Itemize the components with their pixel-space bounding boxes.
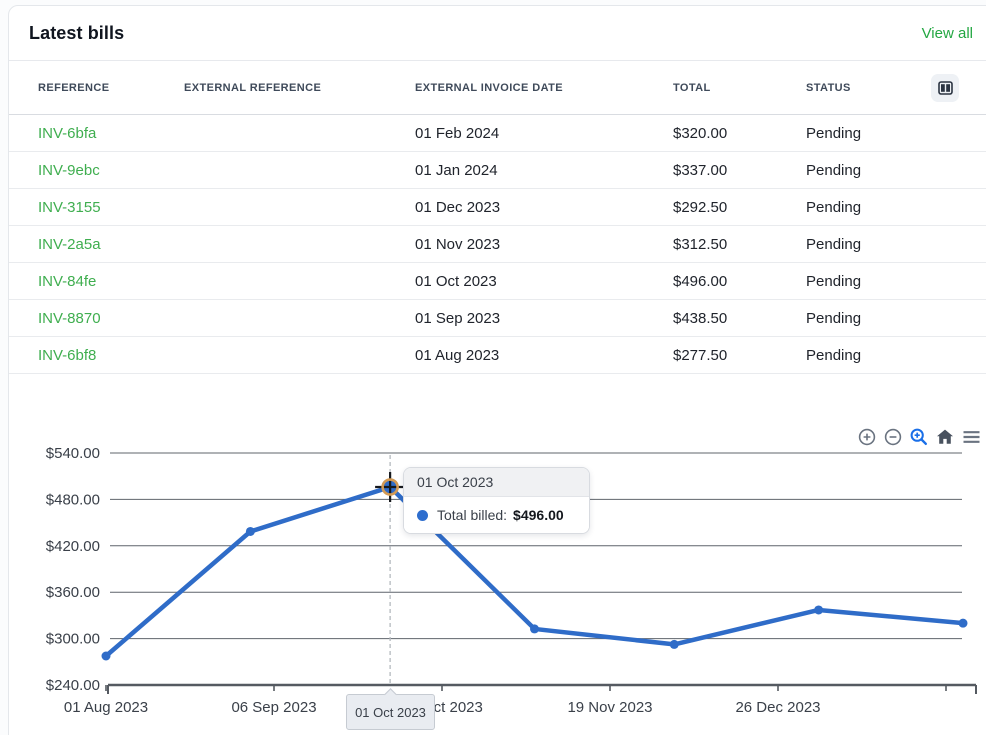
table-row[interactable]: INV-6bfa 01 Feb 2024 $320.00 Pending (9, 115, 986, 152)
zoom-out-icon (883, 428, 903, 450)
total-cell: $292.50 (673, 198, 728, 216)
status-cell: Pending (806, 124, 862, 142)
y-axis-tick-label: $300.00 (46, 631, 100, 648)
columns-icon (937, 80, 953, 95)
page-title: Latest bills (29, 22, 125, 43)
total-cell: $496.00 (673, 272, 728, 290)
axis-pointer-label: 01 Oct 2023 (346, 694, 435, 730)
invoice-reference-link[interactable]: INV-6bfa (38, 124, 97, 142)
data-point[interactable] (245, 526, 255, 536)
invoice-date-cell: 01 Aug 2023 (415, 346, 500, 364)
y-axis-tick-label: $480.00 (46, 491, 100, 508)
total-cell: $337.00 (673, 161, 728, 179)
invoice-date-cell: 01 Dec 2023 (415, 198, 501, 216)
columns-settings-button[interactable] (931, 73, 959, 102)
invoice-reference-link[interactable]: INV-84fe (38, 272, 97, 290)
column-header-reference: REFERENCE (38, 81, 110, 94)
chart-tooltip: 01 Oct 2023 Total billed: $496.00 (403, 467, 590, 534)
chart-tooltip-body: Total billed: $496.00 (404, 497, 589, 533)
total-cell: $438.50 (673, 309, 728, 327)
home-button[interactable] (934, 426, 956, 448)
zoom-out-button[interactable] (882, 426, 904, 448)
invoice-date-cell: 01 Nov 2023 (415, 235, 501, 253)
x-axis-tick-label: 19 Nov 2023 (567, 699, 652, 716)
table-row[interactable]: INV-8870 01 Sep 2023 $438.50 Pending (9, 300, 986, 337)
chart-toolbar (856, 426, 983, 448)
data-point[interactable] (814, 605, 824, 615)
y-axis-tick-label: $240.00 (46, 677, 100, 694)
table-row[interactable]: INV-2a5a 01 Nov 2023 $312.50 Pending (9, 226, 986, 263)
bills-table-header: REFERENCE EXTERNAL REFERENCE EXTERNAL IN… (9, 61, 986, 115)
invoice-reference-link[interactable]: INV-2a5a (38, 235, 101, 253)
data-point[interactable] (669, 639, 679, 649)
column-header-external-reference: EXTERNAL REFERENCE (184, 81, 322, 94)
invoice-reference-link[interactable]: INV-8870 (38, 309, 101, 327)
status-cell: Pending (806, 346, 862, 364)
invoice-reference-link[interactable]: INV-6bf8 (38, 346, 97, 364)
table-row[interactable]: INV-84fe 01 Oct 2023 $496.00 Pending (9, 263, 986, 300)
invoice-date-cell: 01 Jan 2024 (415, 161, 498, 179)
series-marker-icon (417, 509, 428, 521)
x-axis-tick-label: 26 Dec 2023 (735, 699, 820, 716)
zoom-in-icon (857, 428, 877, 450)
invoice-reference-link[interactable]: INV-3155 (38, 198, 101, 216)
status-cell: Pending (806, 198, 862, 216)
y-axis-tick-label: $360.00 (46, 584, 100, 601)
invoice-reference-link[interactable]: INV-9ebc (38, 161, 100, 179)
menu-icon (961, 431, 982, 450)
status-cell: Pending (806, 235, 862, 253)
view-all-link[interactable]: View all (921, 24, 973, 42)
invoice-date-cell: 01 Sep 2023 (415, 309, 501, 327)
table-row[interactable]: INV-9ebc 01 Jan 2024 $337.00 Pending (9, 152, 986, 189)
column-header-total: TOTAL (673, 81, 711, 94)
y-axis-tick-label: $420.00 (46, 538, 100, 555)
table-row[interactable]: INV-6bf8 01 Aug 2023 $277.50 Pending (9, 337, 986, 374)
table-row[interactable]: INV-3155 01 Dec 2023 $292.50 Pending (9, 189, 986, 226)
latest-bills-card: Latest bills View all REFERENCE EXTERNAL… (8, 5, 986, 735)
status-cell: Pending (806, 161, 862, 179)
column-header-status: STATUS (806, 81, 851, 94)
cursor-crosshair-ring-icon (381, 478, 399, 496)
chart-tooltip-series-label: Total billed: (437, 507, 508, 523)
zoom-box-button[interactable] (908, 426, 930, 448)
total-cell: $277.50 (673, 346, 728, 364)
home-icon (935, 429, 955, 450)
invoice-date-cell: 01 Feb 2024 (415, 124, 500, 142)
bills-table-body: INV-6bfa 01 Feb 2024 $320.00 Pending INV… (9, 115, 986, 374)
zoom-box-icon (909, 428, 929, 450)
total-cell: $320.00 (673, 124, 728, 142)
status-cell: Pending (806, 272, 862, 290)
menu-button[interactable] (960, 426, 983, 448)
data-point[interactable] (958, 618, 968, 628)
card-header: Latest bills View all (9, 6, 986, 61)
x-axis-tick-label: 06 Sep 2023 (231, 699, 316, 716)
data-point[interactable] (101, 651, 111, 661)
total-cell: $312.50 (673, 235, 728, 253)
x-axis-tick-label: 01 Aug 2023 (64, 699, 148, 716)
data-point[interactable] (530, 624, 539, 634)
chart-tooltip-value: $496.00 (513, 507, 564, 523)
status-cell: Pending (806, 309, 862, 327)
y-axis-tick-label: $540.00 (46, 445, 100, 462)
column-header-external-invoice-date: EXTERNAL INVOICE DATE (415, 81, 563, 94)
invoice-date-cell: 01 Oct 2023 (415, 272, 497, 290)
chart-tooltip-date: 01 Oct 2023 (404, 468, 589, 497)
zoom-in-button[interactable] (856, 426, 878, 448)
